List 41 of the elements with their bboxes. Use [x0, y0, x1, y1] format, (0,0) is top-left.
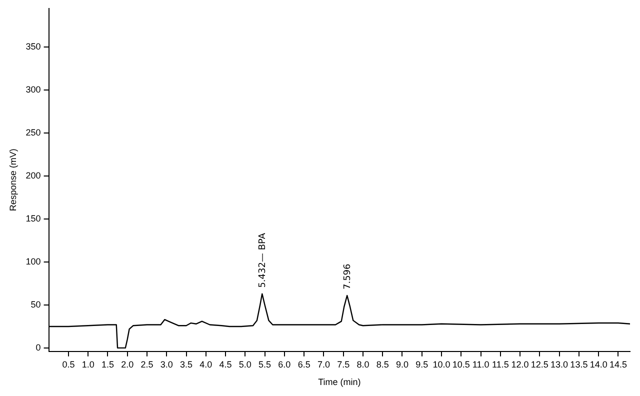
x-tick-label: 10.5 [452, 359, 470, 370]
x-tick-label: 10.0 [432, 359, 450, 370]
x-axis-title: Time (min) [318, 377, 361, 388]
annotation: 5.432— BPA [258, 232, 268, 288]
x-tick-label: 11.5 [492, 359, 509, 370]
x-tick-label: 8.5 [376, 359, 389, 370]
x-tick-label: 2.0 [121, 359, 134, 370]
x-tick-label: 8.0 [356, 359, 370, 370]
y-tick-label: 200 [26, 170, 41, 181]
x-tick-label: 3.0 [160, 359, 173, 370]
x-tick-label: 6.0 [278, 359, 291, 370]
x-tick-label: 4.5 [219, 359, 232, 370]
y-axis-title: Response (mV) [8, 148, 18, 212]
x-tick-label: 2.5 [140, 359, 154, 370]
x-tick-label: 12.0 [511, 359, 529, 370]
x-tick-label: 14.5 [609, 359, 627, 370]
x-tick-label: 13.0 [550, 359, 568, 370]
annotation: 7.596 [343, 263, 354, 290]
y-tick-label: 0 [36, 342, 41, 352]
x-tick-label: 12.5 [530, 359, 548, 370]
x-tick-label: 9.0 [396, 359, 408, 370]
x-tick-label: 0.5 [62, 359, 75, 370]
x-tick-label: 7.0 [317, 359, 330, 370]
y-tick-label: 300 [26, 84, 41, 95]
x-tick-label: 13.5 [570, 359, 588, 370]
x-tick-label: 4.0 [200, 359, 212, 370]
x-tick-label: 3.5 [180, 359, 193, 370]
x-tick-label: 5.5 [258, 359, 272, 370]
x-tick-label: 9.5 [416, 359, 428, 370]
x-tick-label: 5.0 [238, 359, 252, 370]
x-tick-label: 1.5 [101, 359, 114, 370]
y-tick-label: 100 [26, 256, 41, 266]
y-tick-label: 350 [26, 42, 41, 52]
x-tick-label: 1.0 [82, 359, 94, 370]
x-tick-label: 11.0 [472, 359, 490, 370]
x-tick-label: 7.5 [337, 359, 350, 370]
y-tick-label: 250 [26, 128, 41, 138]
y-tick-label: 50 [30, 299, 41, 310]
y-tick-label: 150 [26, 214, 41, 224]
x-tick-label: 6.5 [298, 359, 310, 370]
x-tick-label: 14.0 [590, 359, 608, 370]
